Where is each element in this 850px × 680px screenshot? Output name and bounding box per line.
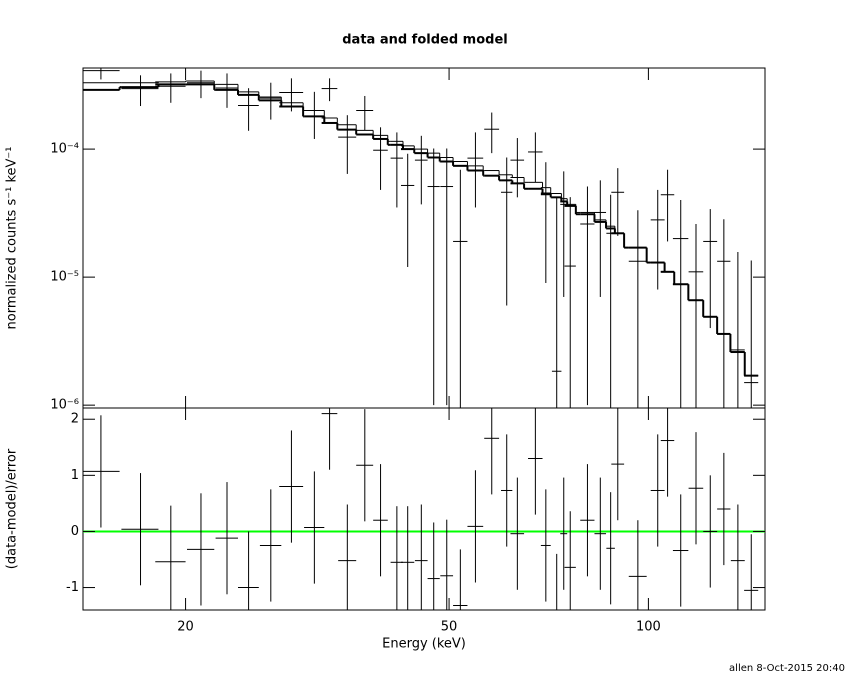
y-tick-label: 10⁻⁶ [50,398,79,413]
y-tick-label: 2 [71,412,79,427]
plot-frame [82,67,766,409]
y-axis-label: normalized counts s⁻¹ keV⁻¹ [5,147,20,330]
y-tick-label: -1 [66,580,79,595]
x-tick-label: 100 [636,620,661,635]
x-axis-label: Energy (keV) [382,637,466,652]
footer: allen 8-Oct-2015 20:40 [729,663,845,674]
plot-area [83,68,759,408]
y-tick-label: 0 [71,524,79,539]
x-tick-label: 20 [177,620,194,635]
y-axis-label: (data-model)/error [5,448,20,569]
y-tick-label: 10⁻⁵ [50,270,79,285]
plot-area [83,408,765,610]
plot-frame [82,407,766,611]
chart-title: data and folded model [342,33,508,48]
y-tick-label: 10⁻⁴ [50,142,79,157]
y-tick-label: 1 [71,468,79,483]
x-tick-label: 50 [441,620,458,635]
